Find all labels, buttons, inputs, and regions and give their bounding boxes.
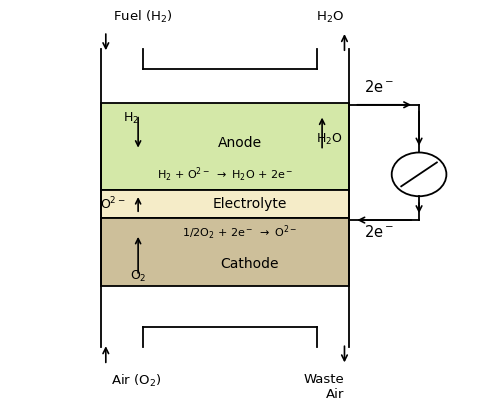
Text: Electrolyte: Electrolyte [213, 197, 287, 211]
Text: Waste
Air: Waste Air [304, 373, 344, 401]
Text: 2e$^-$: 2e$^-$ [364, 224, 394, 240]
Bar [101, 103, 350, 190]
Text: O$^{2-}$: O$^{2-}$ [100, 196, 126, 213]
Text: Anode: Anode [218, 135, 262, 150]
Text: Air (O$_2$): Air (O$_2$) [111, 373, 161, 389]
Bar [101, 190, 350, 218]
Text: H$_2$O: H$_2$O [316, 10, 344, 25]
Text: Fuel (H$_2$): Fuel (H$_2$) [114, 9, 173, 25]
Text: H$_2$ + O$^{2-}$ $\rightarrow$ H$_2$O + 2e$^-$: H$_2$ + O$^{2-}$ $\rightarrow$ H$_2$O + … [157, 166, 294, 184]
Text: O$_2$: O$_2$ [130, 268, 146, 284]
Text: 1/2O$_2$ + 2e$^-$ $\rightarrow$ O$^{2-}$: 1/2O$_2$ + 2e$^-$ $\rightarrow$ O$^{2-}$ [182, 224, 298, 242]
Text: H$_2$: H$_2$ [122, 111, 138, 126]
Text: Cathode: Cathode [220, 257, 279, 271]
Bar [101, 218, 350, 286]
Text: H$_2$O: H$_2$O [316, 131, 343, 146]
Text: 2e$^-$: 2e$^-$ [364, 79, 394, 95]
